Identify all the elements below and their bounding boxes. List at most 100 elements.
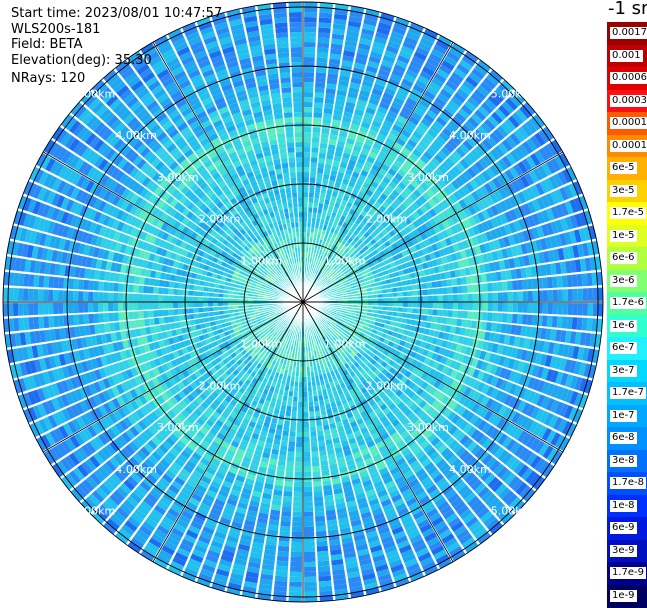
- data-cell: [143, 303, 148, 310]
- data-cell: [296, 452, 303, 457]
- data-cell: [188, 302, 193, 307]
- data-cell: [522, 314, 528, 324]
- data-cell: [492, 313, 498, 322]
- data-cell: [293, 512, 303, 517]
- data-cell: [303, 392, 307, 397]
- data-cell: [178, 309, 183, 315]
- data-cell: [88, 303, 93, 313]
- data-cell: [38, 317, 44, 329]
- data-cell: [532, 315, 538, 326]
- data-cell: [295, 457, 302, 462]
- data-cell: [178, 302, 183, 308]
- data-cell: [283, 496, 292, 502]
- data-cell: [292, 522, 302, 527]
- data-cell: [163, 295, 168, 301]
- data-cell: [223, 302, 228, 306]
- data-cell: [58, 316, 64, 327]
- data-cell: [313, 396, 318, 402]
- data-cell: [295, 462, 302, 467]
- data-cell: [557, 316, 563, 328]
- data-cell: [286, 461, 294, 467]
- data-cell: [153, 303, 158, 310]
- data-cell: [153, 310, 158, 317]
- data-cell: [388, 307, 393, 311]
- data-cell: [218, 298, 223, 302]
- data-cell: [73, 315, 79, 325]
- data-cell: [287, 451, 294, 457]
- data-cell: [425, 322, 431, 328]
- data-cell: [108, 282, 114, 291]
- data-cell: [296, 432, 302, 437]
- data-cell: [198, 297, 203, 302]
- data-cell: [292, 532, 302, 537]
- data-cell: [287, 456, 294, 462]
- data-cell: [304, 572, 316, 577]
- data-cell: [203, 302, 208, 306]
- data-cell: [119, 322, 125, 331]
- data-cell: [304, 582, 317, 587]
- data-cell: [461, 319, 467, 327]
- data-cell: [153, 295, 158, 302]
- data-cell: [317, 541, 328, 547]
- data-cell: [309, 401, 314, 406]
- data-cell: [310, 421, 316, 426]
- data-cell: [388, 302, 393, 306]
- data-cell: [304, 472, 312, 477]
- data-cell: [304, 447, 311, 452]
- data-cell: [103, 292, 108, 301]
- data-cell: [297, 417, 302, 422]
- data-cell: [23, 317, 29, 330]
- data-cell: [118, 283, 124, 291]
- data-cell: [423, 302, 428, 308]
- data-cell: [562, 317, 568, 329]
- data-cell: [290, 421, 296, 426]
- data-cell: [512, 314, 518, 324]
- data-cell: [298, 392, 302, 397]
- data-cell: [482, 312, 488, 320]
- data-cell: [309, 406, 314, 411]
- data-cell: [314, 401, 319, 407]
- data-cell: [313, 481, 321, 487]
- data-cell: [193, 302, 198, 307]
- data-cell: [218, 302, 223, 306]
- data-cell: [471, 320, 477, 328]
- data-cell: [441, 317, 447, 324]
- data-cell: [113, 283, 119, 292]
- data-cell: [295, 467, 303, 472]
- data-cell: [173, 309, 178, 315]
- data-cell: [393, 302, 398, 306]
- data-cell: [238, 299, 243, 302]
- data-cell: [318, 561, 330, 567]
- data-cell: [291, 547, 302, 552]
- data-cell: [13, 318, 19, 331]
- data-cell: [233, 299, 238, 302]
- data-cell: [583, 303, 588, 316]
- data-cell: [303, 387, 307, 392]
- data-cell: [373, 302, 378, 305]
- data-cell: [304, 437, 310, 442]
- data-cell: [457, 311, 463, 318]
- data-cell: [458, 303, 463, 310]
- data-cell: [432, 309, 437, 315]
- data-cell: [18, 303, 23, 316]
- data-cell: [299, 372, 302, 377]
- data-cell: [143, 311, 149, 318]
- data-cell: [303, 377, 307, 382]
- data-cell: [68, 278, 74, 289]
- data-cell: [317, 546, 328, 552]
- data-cell: [286, 406, 291, 412]
- data-cell: [128, 284, 134, 292]
- data-cell: [304, 592, 317, 597]
- data-cell: [304, 527, 314, 532]
- data-cell: [294, 387, 298, 392]
- data-cell: [93, 281, 99, 291]
- data-cell: [23, 288, 28, 300]
- data-cell: [304, 512, 314, 517]
- data-cell: [48, 303, 53, 314]
- data-cell: [173, 296, 178, 302]
- data-cell: [542, 316, 548, 327]
- data-cell: [318, 435, 325, 441]
- data-cell: [199, 313, 205, 318]
- data-cell: [304, 482, 312, 487]
- data-cell: [33, 289, 38, 301]
